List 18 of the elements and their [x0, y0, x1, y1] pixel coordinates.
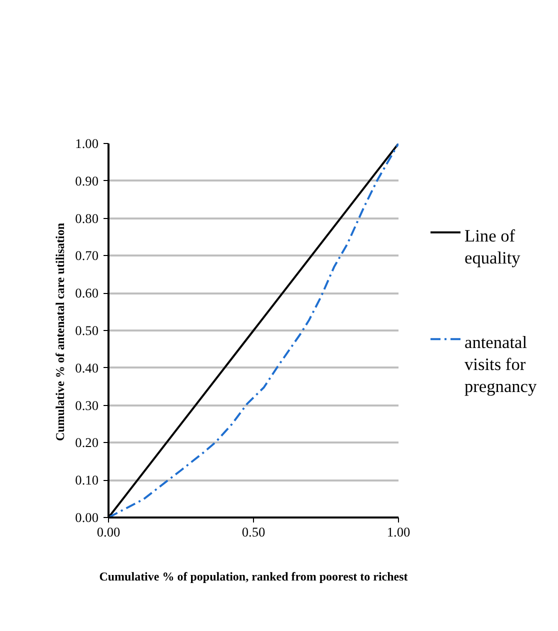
- y-axis-title: Cumulative % of antenatal care utilisation: [53, 222, 68, 442]
- x-axis-title: Cumulative % of population, ranked from poorest to richest: [99, 570, 408, 584]
- y-tick-label: 0.60: [75, 286, 99, 301]
- x-tick-label: 0.50: [242, 524, 266, 540]
- y-tick-label: 0.40: [75, 360, 99, 376]
- y-tick-label: 0.90: [75, 173, 99, 188]
- y-tick-label: 0.20: [75, 435, 99, 450]
- y-tick-label: 0.30: [75, 398, 99, 413]
- legend-label: antenatal visits for pregnancy: [464, 333, 537, 396]
- y-tick-label: 0.70: [75, 248, 99, 264]
- y-tick-label: 1.00: [75, 136, 99, 151]
- x-tick-label: 1.00: [386, 524, 410, 540]
- y-tick-label: 0.80: [75, 210, 99, 226]
- legend-label: Line of equality: [464, 226, 521, 268]
- x-tick-label: 0.00: [96, 524, 120, 540]
- y-tick-label: 0.00: [75, 510, 99, 525]
- y-tick-label: 0.10: [75, 472, 99, 488]
- y-tick-label: 0.50: [75, 323, 99, 338]
